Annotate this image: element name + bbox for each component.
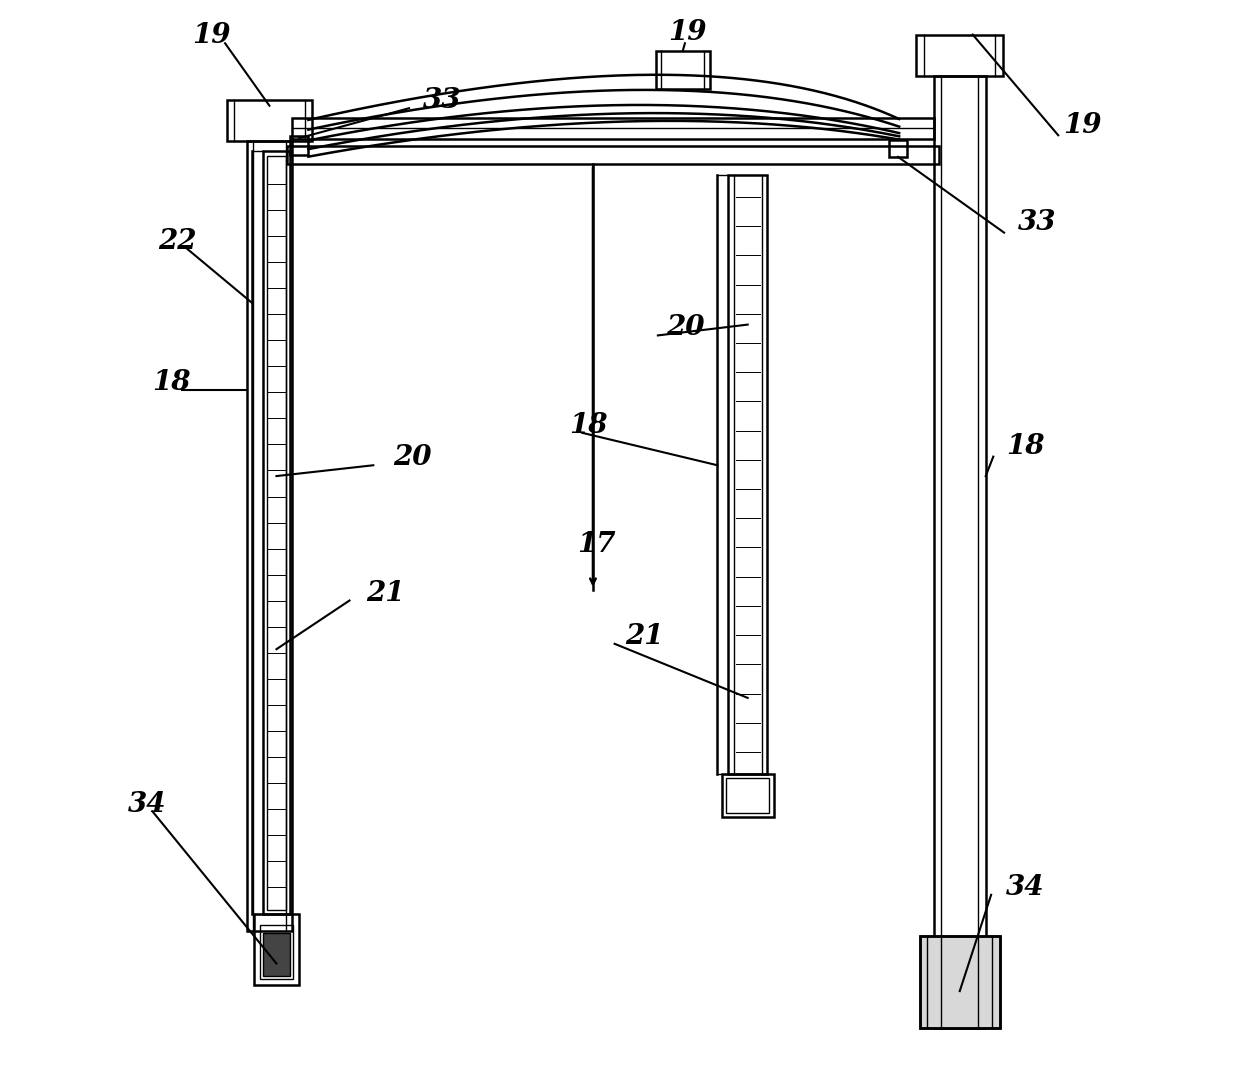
Bar — [227, 100, 311, 141]
Text: 18: 18 — [569, 412, 608, 439]
Text: 19: 19 — [1064, 113, 1102, 140]
Bar — [259, 925, 293, 979]
Bar — [293, 118, 934, 138]
Text: 34: 34 — [1007, 874, 1045, 901]
Text: 20: 20 — [667, 315, 706, 342]
Bar — [290, 136, 309, 155]
Bar — [286, 146, 939, 164]
Bar — [916, 35, 1003, 76]
Bar — [263, 151, 290, 914]
Text: 21: 21 — [625, 623, 663, 650]
Text: 20: 20 — [393, 445, 432, 472]
Bar — [722, 774, 774, 817]
Text: 17: 17 — [577, 531, 615, 558]
Bar — [727, 778, 769, 813]
Bar — [268, 156, 285, 910]
Bar — [247, 141, 293, 931]
Text: 22: 22 — [157, 228, 196, 255]
Text: 33: 33 — [1018, 210, 1056, 237]
Text: 19: 19 — [192, 23, 231, 50]
Bar — [656, 51, 709, 89]
Bar — [889, 140, 906, 157]
Bar — [263, 933, 290, 976]
Text: 34: 34 — [128, 791, 166, 818]
Bar — [934, 76, 986, 1028]
Text: 18: 18 — [153, 369, 191, 396]
Bar — [254, 914, 299, 985]
Text: 21: 21 — [366, 580, 404, 607]
Bar — [728, 175, 768, 774]
Text: 33: 33 — [423, 88, 461, 115]
Bar — [920, 936, 999, 1028]
Text: 19: 19 — [668, 19, 707, 47]
Bar — [920, 936, 999, 1028]
Text: 18: 18 — [1007, 434, 1045, 461]
